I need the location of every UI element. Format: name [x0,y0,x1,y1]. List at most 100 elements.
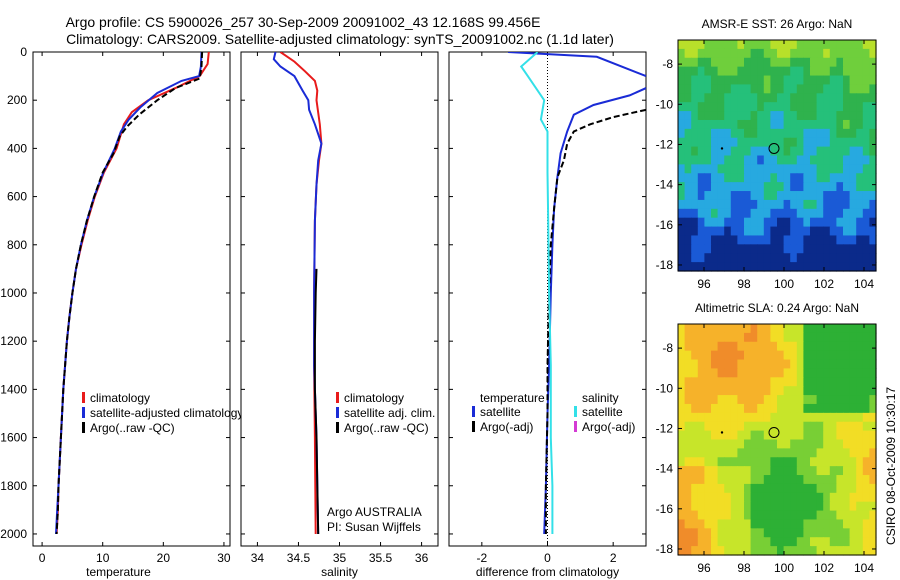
map-cell [711,421,719,432]
map-cell [730,546,738,556]
map-cell [777,466,785,476]
map-cell [730,368,738,378]
map-cell [796,57,804,68]
map-cell [856,421,864,432]
map-cell [730,483,738,494]
map-cell [783,359,791,370]
map-cell [816,128,824,139]
map-cell [869,128,877,139]
map-cell [810,537,818,547]
legend-label: Argo(..raw -QC) [344,421,429,435]
map-cell [770,412,778,423]
map-cell [730,324,738,334]
map-cell [823,412,831,423]
map-cell [678,102,686,112]
series-line-salinity-satellite [519,52,554,534]
map-cell [816,439,824,449]
map-cell [750,226,758,237]
map-cell [678,377,686,387]
map-cell [790,546,798,556]
map-cell [724,421,732,432]
map-cell [796,182,804,192]
map-cell [816,244,824,254]
map-cell [724,235,732,245]
map-cell [843,439,851,449]
map-cell [691,111,699,121]
legend-swatch [82,422,85,433]
map-cell [816,421,824,432]
map-cell [730,217,738,228]
map-cell [691,448,699,458]
map-cell [829,93,837,103]
map-cell [803,466,811,476]
map-cell [796,475,804,485]
map-cell [744,492,752,503]
map-cell [750,182,758,192]
map-cell [691,332,699,343]
map-cell [823,448,831,458]
map-cell [823,350,831,361]
map-cell [697,528,705,538]
map-cell [750,128,758,139]
map-cell [711,332,719,343]
map-cell [823,111,831,121]
map-cell [856,519,864,529]
map-cell [744,226,752,237]
map-cell [810,332,818,343]
map-cell [744,466,752,476]
map-cell [744,84,752,94]
map-cell [757,395,765,405]
map-cell [843,182,851,192]
map-cell [770,430,778,441]
map-cell [763,244,771,254]
map-cell [678,128,686,139]
map-cell [724,146,732,157]
map-cell [869,57,877,68]
y-tick-label: -10 [656,381,674,395]
map-cell [757,332,765,343]
map-cell [810,253,818,263]
map-cell [750,350,758,361]
map-cell [704,430,712,441]
map-cell [757,403,765,414]
map-cell [836,111,844,121]
x-axis-label: salinity [321,565,358,579]
map-cell [823,191,831,201]
map-cell [704,377,712,387]
map-cell [730,226,738,237]
y-tick-label: -10 [656,97,674,111]
map-cell [810,191,818,201]
map-cell [810,519,818,529]
map-cell [829,412,837,423]
map-cell [697,128,705,139]
map-cell [810,448,818,458]
map-cell [823,173,831,183]
map-cell [843,262,851,272]
map-cell [856,501,864,512]
x-tick-label: 2 [610,551,617,565]
map-cell [737,412,745,423]
map-cell [816,546,824,556]
map-cell [810,403,818,414]
map-cell [836,501,844,512]
map-cell [849,457,857,467]
map-cell [869,528,877,538]
map-cell [757,111,765,121]
map-cell [757,359,765,370]
map-cell [697,155,705,165]
map-cell [724,475,732,485]
map-cell [684,483,692,494]
map-cell [796,155,804,165]
map-cell [691,421,699,432]
map-cell [803,537,811,547]
map-cell [744,448,752,458]
map-cell [697,359,705,370]
map-cell [810,359,818,370]
map-cell [803,199,811,210]
map-cell [744,528,752,538]
island-dot [720,147,724,150]
map-cell [829,350,837,361]
map-cell [823,119,831,130]
map-cell [744,350,752,361]
map-cell [790,528,798,538]
